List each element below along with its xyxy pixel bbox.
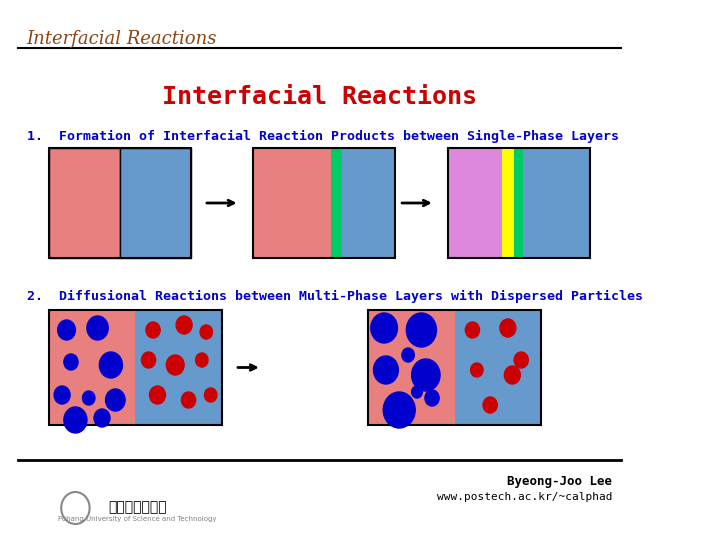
Circle shape [99, 352, 122, 378]
Circle shape [64, 354, 78, 370]
Bar [49, 148, 120, 258]
Circle shape [83, 391, 95, 405]
Circle shape [425, 390, 439, 406]
Circle shape [483, 397, 498, 413]
Bar [135, 310, 222, 425]
Text: Pohang University of Science and Technology: Pohang University of Science and Technol… [58, 516, 217, 522]
Circle shape [402, 348, 414, 362]
Bar [448, 148, 502, 258]
Bar [49, 148, 191, 258]
Bar [368, 310, 541, 425]
Circle shape [54, 386, 70, 404]
Circle shape [181, 392, 196, 408]
Circle shape [200, 325, 212, 339]
Circle shape [142, 352, 156, 368]
Bar [253, 148, 331, 258]
Circle shape [412, 359, 440, 391]
Circle shape [146, 322, 160, 338]
Bar [448, 148, 590, 258]
Text: 2.  Diffusional Reactions between Multi-Phase Layers with Dispersed Particles: 2. Diffusional Reactions between Multi-P… [27, 290, 643, 303]
Text: Interfacial Reactions: Interfacial Reactions [162, 85, 477, 109]
Circle shape [87, 316, 108, 340]
Bar [331, 148, 341, 258]
Circle shape [58, 320, 76, 340]
Circle shape [471, 363, 483, 377]
Circle shape [166, 355, 184, 375]
Circle shape [94, 409, 110, 427]
Circle shape [412, 386, 423, 398]
Circle shape [504, 366, 521, 384]
Circle shape [106, 389, 125, 411]
Circle shape [383, 392, 415, 428]
Bar [253, 148, 395, 258]
Circle shape [196, 353, 208, 367]
Circle shape [514, 352, 528, 368]
Circle shape [374, 356, 398, 384]
Bar [454, 310, 541, 425]
Text: 포항공과대학교: 포항공과대학교 [108, 500, 167, 514]
Circle shape [371, 313, 397, 343]
Bar [502, 148, 514, 258]
Text: Interfacial Reactions: Interfacial Reactions [27, 30, 217, 48]
Circle shape [150, 386, 166, 404]
Circle shape [64, 407, 87, 433]
Circle shape [465, 322, 480, 338]
Bar [341, 148, 395, 258]
Bar [49, 310, 135, 425]
Circle shape [204, 388, 217, 402]
Bar [368, 310, 454, 425]
Text: Byeong-Joo Lee: Byeong-Joo Lee [507, 475, 612, 488]
Bar [120, 148, 191, 258]
Text: 1.  Formation of Interfacial Reaction Products between Single-Phase Layers: 1. Formation of Interfacial Reaction Pro… [27, 130, 618, 143]
Bar [514, 148, 523, 258]
Bar [523, 148, 590, 258]
Circle shape [176, 316, 192, 334]
Bar [49, 310, 222, 425]
Text: www.postech.ac.kr/~calphad: www.postech.ac.kr/~calphad [436, 492, 612, 502]
Circle shape [406, 313, 436, 347]
Circle shape [500, 319, 516, 337]
